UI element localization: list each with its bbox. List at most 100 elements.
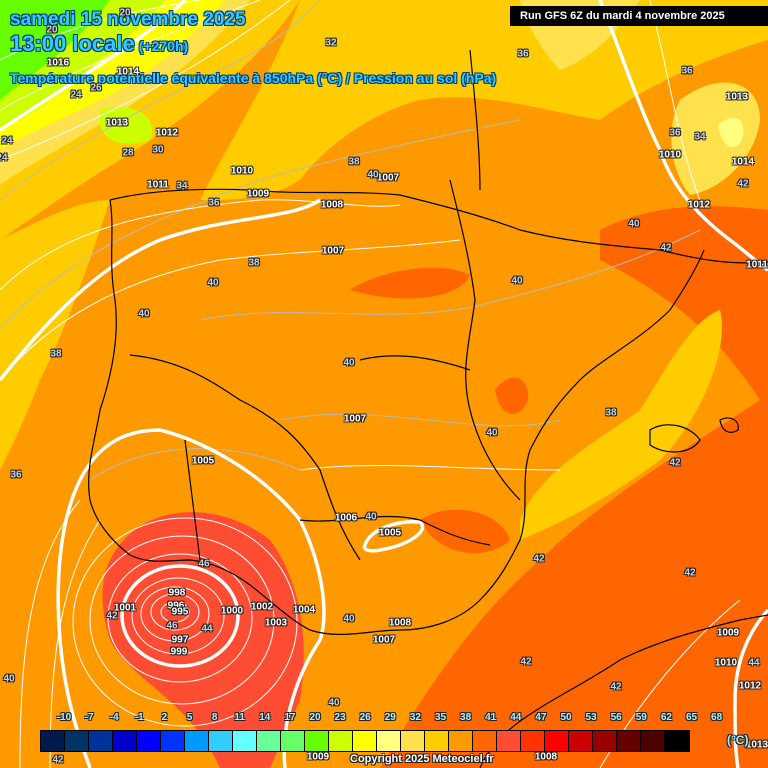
temperature-label: 42 [533,553,545,565]
temperature-label: 46 [166,620,178,632]
pressure-label: 1001 [113,602,137,614]
temperature-label: 38 [348,156,360,168]
legend-swatch [137,731,161,751]
pressure-label: 1005 [378,527,402,539]
legend-swatch [65,731,89,751]
legend-tick: 47 [535,712,547,723]
legend-tick: 56 [610,712,622,723]
legend-tick: 41 [485,712,497,723]
temperature-label: 40 [207,277,219,289]
legend-unit: (°C) [727,733,749,747]
legend-swatch [209,731,233,751]
temperature-label: 36 [669,127,681,139]
legend-swatch [41,731,65,751]
temperature-label: 30 [152,144,164,156]
forecast-time: 13:00 locale (+270h) [10,31,188,57]
pressure-label: 1000 [220,605,244,617]
temperature-label: 40 [343,357,355,369]
legend-tick: 14 [259,712,271,723]
legend-tick: 35 [434,712,447,723]
legend-tick: 53 [585,712,597,723]
pressure-label: 1010 [714,657,738,669]
temperature-label: 40 [628,218,640,230]
temperature-label: 46 [198,558,210,570]
legend-swatch [617,731,641,751]
legend-swatch [233,731,257,751]
temperature-label: 38 [248,257,260,269]
temperature-label: 42 [610,681,622,693]
pressure-label: 1006 [334,512,358,524]
pressure-label: 1014 [116,66,140,78]
legend-swatch [449,731,473,751]
legend-tick: 68 [711,712,723,723]
temperature-label: 42 [737,178,749,190]
temperature-label: 38 [50,348,62,360]
pressure-label: 1003 [264,617,288,629]
pressure-label: 1008 [388,617,412,629]
legend-tick: -4 [109,712,119,723]
temperature-label: 24 [70,89,82,101]
legend-tick: 23 [334,712,346,723]
temperature-label: 42 [669,457,681,469]
legend-swatch [113,731,137,751]
temperature-label: 42 [106,610,118,622]
temperature-label: 40 [365,511,377,523]
legend-tick: 11 [234,712,245,723]
pressure-label: 1010 [658,149,682,161]
legend-tick: 5 [186,712,193,723]
pressure-label: 1010 [230,165,254,177]
temperature-label: 26 [90,82,102,94]
pressure-label: 1016 [46,57,70,69]
pressure-label: 997 [171,634,189,646]
temperature-label: 44 [748,657,760,669]
legend-swatch [377,731,401,751]
legend-swatch [473,731,497,751]
legend-tick: -10 [56,712,72,723]
pressure-label: 1011 [746,259,768,271]
legend-swatch [641,731,665,751]
legend-tick: -1 [134,712,144,723]
legend-swatch [305,731,329,751]
legend-swatch [521,731,545,751]
legend-tick: 17 [284,712,296,723]
pressure-label: 1005 [191,455,215,467]
temperature-label: 40 [511,275,523,287]
legend-tick: -7 [84,712,94,723]
temperature-label: 36 [517,48,529,60]
temperature-label: 42 [660,242,672,254]
legend-swatch [545,731,569,751]
pressure-label: 1009 [716,627,740,639]
legend-swatch [281,731,305,751]
temperature-label: 34 [694,131,706,143]
temperature-label: 40 [367,169,379,181]
temperature-label: 40 [486,427,498,439]
forecast-local-time: 13:00 locale [10,31,135,56]
pressure-label: 1012 [155,127,179,139]
legend-swatch [161,731,185,751]
pressure-label: 998 [168,587,186,599]
temperature-label: 42 [520,656,532,668]
temperature-label: 40 [3,673,15,685]
temperature-label: 32 [325,37,337,49]
model-run-info: Run GFS 6Z du mardi 4 novembre 2025 [510,6,768,26]
pressure-label: 995 [171,606,189,618]
legend-tick: 20 [309,712,321,723]
temperature-label: 42 [52,754,64,766]
temperature-label: 28 [122,147,134,159]
temperature-label: 36 [681,65,693,77]
temperature-label: 40 [328,697,340,709]
legend-swatch [593,731,617,751]
color-scale-legend [40,730,690,752]
temperature-label: 40 [138,308,150,320]
pressure-label: 1013 [725,91,749,103]
pressure-label: 1012 [738,680,762,692]
temperature-label: 24 [1,135,13,147]
legend-swatch [185,731,209,751]
copyright-notice: Copyright 2025 Meteociel.fr [350,753,494,765]
legend-swatch [89,731,113,751]
temperature-label: 36 [208,197,220,209]
legend-swatch [665,731,689,751]
pressure-label: 1004 [292,604,316,616]
